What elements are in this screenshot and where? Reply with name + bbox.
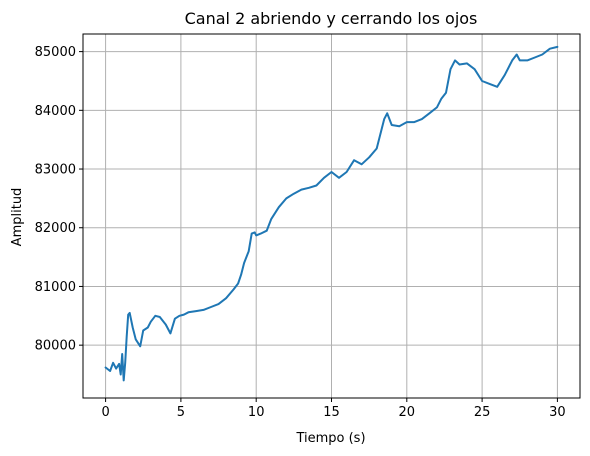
ticks: 0 5 10 15 20 25 30 80000 81000 82000 83000 84000 850… bbox=[35, 45, 566, 420]
grid bbox=[83, 34, 580, 398]
x-tick-label: 20 bbox=[399, 405, 416, 420]
y-tick-label: 82000 bbox=[35, 221, 76, 236]
x-tick-label: 30 bbox=[549, 405, 566, 420]
x-tick-label: 10 bbox=[248, 405, 265, 420]
y-tick-label: 81000 bbox=[35, 280, 76, 295]
y-axis-label: Amplitud bbox=[10, 188, 25, 247]
x-tick-label: 5 bbox=[177, 405, 185, 420]
x-tick-label: 0 bbox=[101, 405, 109, 420]
y-tick-label: 85000 bbox=[35, 45, 76, 60]
y-tick-label: 80000 bbox=[35, 339, 76, 354]
x-tick-label: 15 bbox=[323, 405, 340, 420]
series-line bbox=[104, 45, 559, 382]
y-tick-label: 83000 bbox=[35, 163, 76, 178]
series-layer bbox=[104, 45, 559, 382]
x-tick-label: 25 bbox=[474, 405, 491, 420]
y-tick-label: 84000 bbox=[35, 104, 76, 119]
x-axis-label: Tiempo (s) bbox=[295, 431, 365, 446]
chart-title: Canal 2 abriendo y cerrando los ojos bbox=[185, 9, 478, 28]
